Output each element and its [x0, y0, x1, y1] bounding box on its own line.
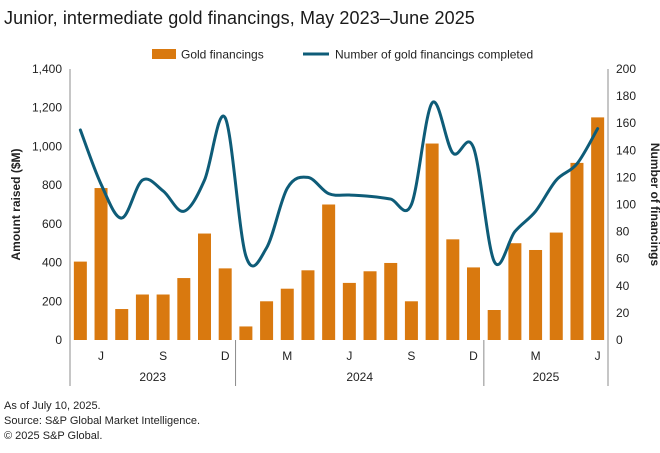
- x-month-label: S: [407, 349, 415, 363]
- bar-gold-financings-2024-06: [342, 282, 356, 340]
- bar-gold-financings-2025-04: [549, 232, 563, 340]
- right-tick-label: 180: [616, 89, 636, 103]
- right-tick-label: 40: [616, 279, 630, 293]
- copyright-note: © 2025 S&P Global.: [4, 430, 103, 442]
- bar-gold-financings-2024-04: [301, 270, 315, 340]
- x-month-label: D: [221, 349, 230, 363]
- bar-gold-financings-2023-05: [73, 261, 87, 340]
- right-tick-label: 20: [616, 306, 630, 320]
- left-tick-label: 0: [55, 333, 62, 347]
- right-tick-label: 60: [616, 252, 630, 266]
- left-tick-label: 1,000: [32, 139, 62, 153]
- bar-gold-financings-2024-12: [467, 267, 480, 340]
- bar-gold-financings-2025-05: [570, 162, 584, 340]
- bar-gold-financings-2024-02: [260, 301, 274, 340]
- left-tick-label: 1,400: [32, 62, 62, 76]
- legend-label-number-of-financings: Number of gold financings completed: [335, 48, 533, 62]
- right-tick-label: 0: [616, 333, 623, 347]
- bar-gold-financings-2024-10: [425, 143, 439, 340]
- bar-gold-financings-2025-02: [508, 243, 522, 340]
- left-tick-label: 1,200: [32, 101, 62, 115]
- x-month-label: J: [346, 349, 352, 363]
- right-tick-label: 100: [616, 198, 636, 212]
- bar-gold-financings-2024-01: [239, 326, 253, 340]
- x-month-label: J: [98, 349, 104, 363]
- right-tick-label: 160: [616, 116, 636, 130]
- right-tick-label: 80: [616, 225, 630, 239]
- right-tick-label: 120: [616, 170, 636, 184]
- bar-gold-financings-2024-05: [322, 204, 336, 340]
- x-month-label: J: [595, 349, 601, 363]
- bar-gold-financings-2024-07: [363, 271, 377, 340]
- bar-gold-financings-2024-09: [404, 301, 418, 340]
- chart-title: Junior, intermediate gold financings, Ma…: [4, 8, 475, 28]
- left-axis-title: Amount raised ($M): [9, 148, 23, 260]
- as-of-note: As of July 10, 2025.: [4, 400, 101, 412]
- bar-gold-financings-2023-11: [198, 233, 211, 340]
- right-tick-label: 140: [616, 143, 636, 157]
- left-tick-label: 400: [42, 256, 62, 270]
- legend-label-gold-financings: Gold financings: [181, 48, 264, 62]
- bar-gold-financings-2023-06: [94, 188, 108, 340]
- line-number-of-financings: [78, 100, 600, 268]
- x-month-label: M: [282, 349, 292, 363]
- bar-gold-financings-2025-01: [487, 310, 501, 340]
- bar-gold-financings-2025-06: [591, 117, 605, 340]
- x-month-label: D: [469, 349, 478, 363]
- right-tick-label: 200: [616, 62, 636, 76]
- chart-notes: As of July 10, 2025. Source: S&P Global …: [4, 399, 200, 444]
- x-year-label: 2023: [139, 370, 166, 384]
- bar-gold-financings-2023-12: [218, 268, 232, 340]
- x-year-label: 2024: [346, 370, 373, 384]
- chart-canvas: 0 200 400 600 800 1,000 1,200 1,400 0 20 40 60 80 100…: [9, 48, 660, 386]
- bar-gold-financings-2023-10: [177, 278, 191, 340]
- bar-gold-financings-2023-09: [156, 294, 170, 340]
- left-tick-label: 600: [42, 217, 62, 231]
- x-year-label: 2025: [533, 370, 560, 384]
- left-tick-label: 800: [42, 178, 62, 192]
- x-month-label: S: [159, 349, 167, 363]
- bar-gold-financings-2023-08: [135, 294, 149, 340]
- right-axis-title: Number of financings: [648, 143, 660, 267]
- legend-swatch-gold-financings: [152, 49, 176, 59]
- bar-gold-financings-2024-08: [384, 262, 398, 340]
- bar-gold-financings-2024-03: [280, 288, 294, 340]
- left-tick-label: 200: [42, 294, 62, 308]
- bar-gold-financings-2023-07: [115, 309, 129, 340]
- source-note: Source: S&P Global Market Intelligence.: [4, 415, 201, 427]
- bar-gold-financings-2025-03: [529, 249, 543, 340]
- bar-gold-financings-2024-11: [446, 239, 460, 340]
- x-month-label: M: [531, 349, 541, 363]
